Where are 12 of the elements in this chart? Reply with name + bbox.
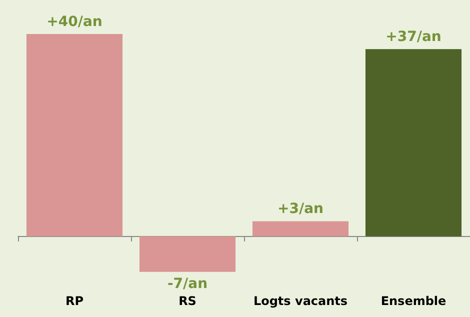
bar xyxy=(139,236,236,272)
data-label: +3/an xyxy=(278,201,324,218)
x-tick-label: RS xyxy=(178,294,196,308)
data-label: +40/an xyxy=(46,14,102,30)
data-label: -7/an xyxy=(167,276,208,292)
data-label: +37/an xyxy=(386,29,442,46)
x-tick-label: RP xyxy=(65,294,84,308)
bar xyxy=(252,221,349,236)
bar xyxy=(365,49,462,236)
x-tick-label: Ensemble xyxy=(380,294,446,308)
bar xyxy=(26,34,123,236)
x-tick-label: Logts vacants xyxy=(253,294,348,308)
